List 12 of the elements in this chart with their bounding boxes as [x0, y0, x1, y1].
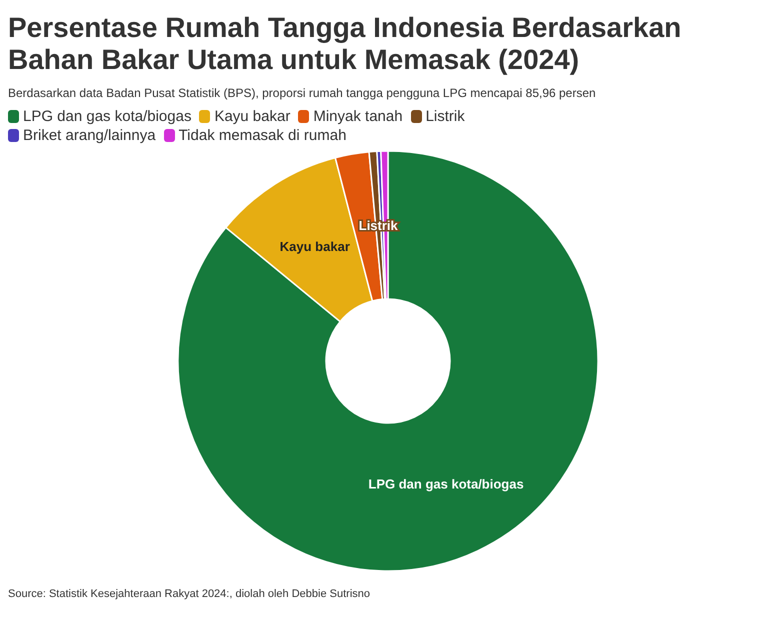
- legend-label: Briket arang/lainnya: [22, 127, 156, 144]
- donut-slice: [177, 150, 599, 572]
- legend-label: Kayu bakar: [213, 108, 290, 125]
- legend-label: Tidak memasak di rumah: [178, 127, 346, 144]
- legend-label: Minyak tanah: [312, 108, 403, 125]
- legend-label: LPG dan gas kota/biogas: [22, 108, 192, 125]
- text: Kayu bakar: [280, 238, 350, 254]
- source-note: Source: Statistik Kesejahteraan Rakyat 2024:, diolah oleh Debbie Sutrisno: [8, 588, 371, 600]
- chart-title: Persentase Rumah Tangga Indonesia Berdasarkan Bahan Bakar Utama untuk Memasak (2024): [8, 12, 682, 76]
- legend-label: Listrik: [424, 108, 465, 125]
- chart-subtitle: Berdasarkan data Badan Pusat Statistik (BPS), proporsi rumah tangga pengguna LPG mencapai 85,96 persen: [8, 86, 597, 100]
- text: LPG dan gas kota/biogas: [368, 476, 524, 492]
